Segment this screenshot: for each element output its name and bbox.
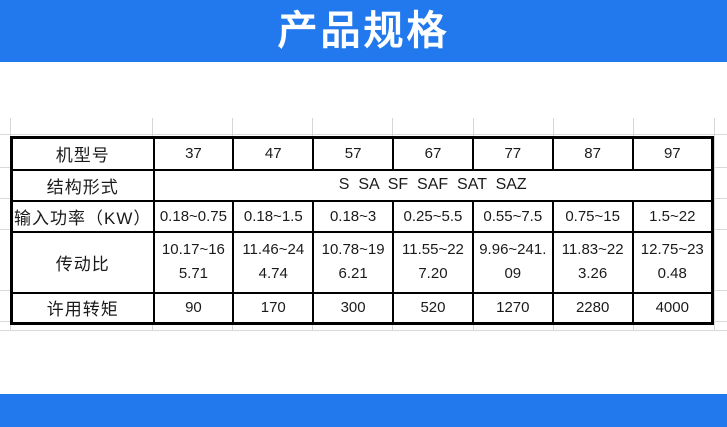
table-cell: 97	[631, 136, 714, 171]
table-cell: 87	[551, 136, 634, 171]
table-cell: 11.46~24 4.74	[232, 230, 315, 294]
table-cell: 300	[312, 291, 395, 325]
row-label-structure: 结构形式	[10, 168, 155, 202]
gridline	[714, 118, 715, 330]
bottom-banner	[0, 394, 727, 427]
top-banner: 产品规格	[0, 0, 727, 62]
table-cell: 0.55~7.5	[471, 199, 554, 233]
table-row-structure: 结构形式 S SA SF SAF SAT SAZ	[10, 168, 714, 202]
gridline	[0, 330, 727, 331]
table-cell: 37	[152, 136, 235, 171]
table-cell: 11.83~22 3.26	[551, 230, 634, 294]
table-cell: 12.75~23 0.48	[631, 230, 714, 294]
table-cell: 10.17~16 5.71	[152, 230, 235, 294]
table-cell: 57	[312, 136, 395, 171]
table-cell: 90	[152, 291, 235, 325]
table-cell: 0.18~1.5	[232, 199, 315, 233]
row-label-ratio: 传动比	[10, 230, 155, 294]
table-cell: 0.18~0.75	[152, 199, 235, 233]
gridline	[0, 134, 727, 135]
table-cell: 520	[392, 291, 474, 325]
table-cell: 4000	[631, 291, 714, 325]
spec-table: 机型号 37 47 57 67 77 87 97 结构形式 S SA SF SA…	[10, 136, 714, 325]
row-label-model: 机型号	[10, 136, 155, 171]
table-cell: 77	[471, 136, 554, 171]
table-cell: 170	[232, 291, 315, 325]
table-row-ratio: 传动比 10.17~16 5.71 11.46~24 4.74 10.78~19…	[10, 230, 714, 294]
table-cell: 9.96~241. 09	[471, 230, 554, 294]
table-cell: 11.55~22 7.20	[392, 230, 474, 294]
table-row-input-power: 输入功率（KW） 0.18~0.75 0.18~1.5 0.18~3 0.25~…	[10, 199, 714, 233]
table-cell: 47	[232, 136, 315, 171]
table-row-model: 机型号 37 47 57 67 77 87 97	[10, 136, 714, 171]
table-row-torque: 许用转矩 90 170 300 520 1270 2280 4000	[10, 291, 714, 325]
table-cell: 10.78~19 6.21	[312, 230, 395, 294]
table-cell: 67	[392, 136, 474, 171]
table-cell: 0.18~3	[312, 199, 395, 233]
table-cell: 0.25~5.5	[392, 199, 474, 233]
row-label-input-power: 输入功率（KW）	[10, 199, 155, 233]
row-label-torque: 许用转矩	[10, 291, 155, 325]
table-cell: 0.75~15	[551, 199, 634, 233]
page-title: 产品规格	[277, 8, 450, 53]
table-cell: 1.5~22	[631, 199, 714, 233]
table-cell-structure-merged: S SA SF SAF SAT SAZ	[152, 168, 714, 202]
table-cell: 1270	[471, 291, 554, 325]
table-cell: 2280	[551, 291, 634, 325]
